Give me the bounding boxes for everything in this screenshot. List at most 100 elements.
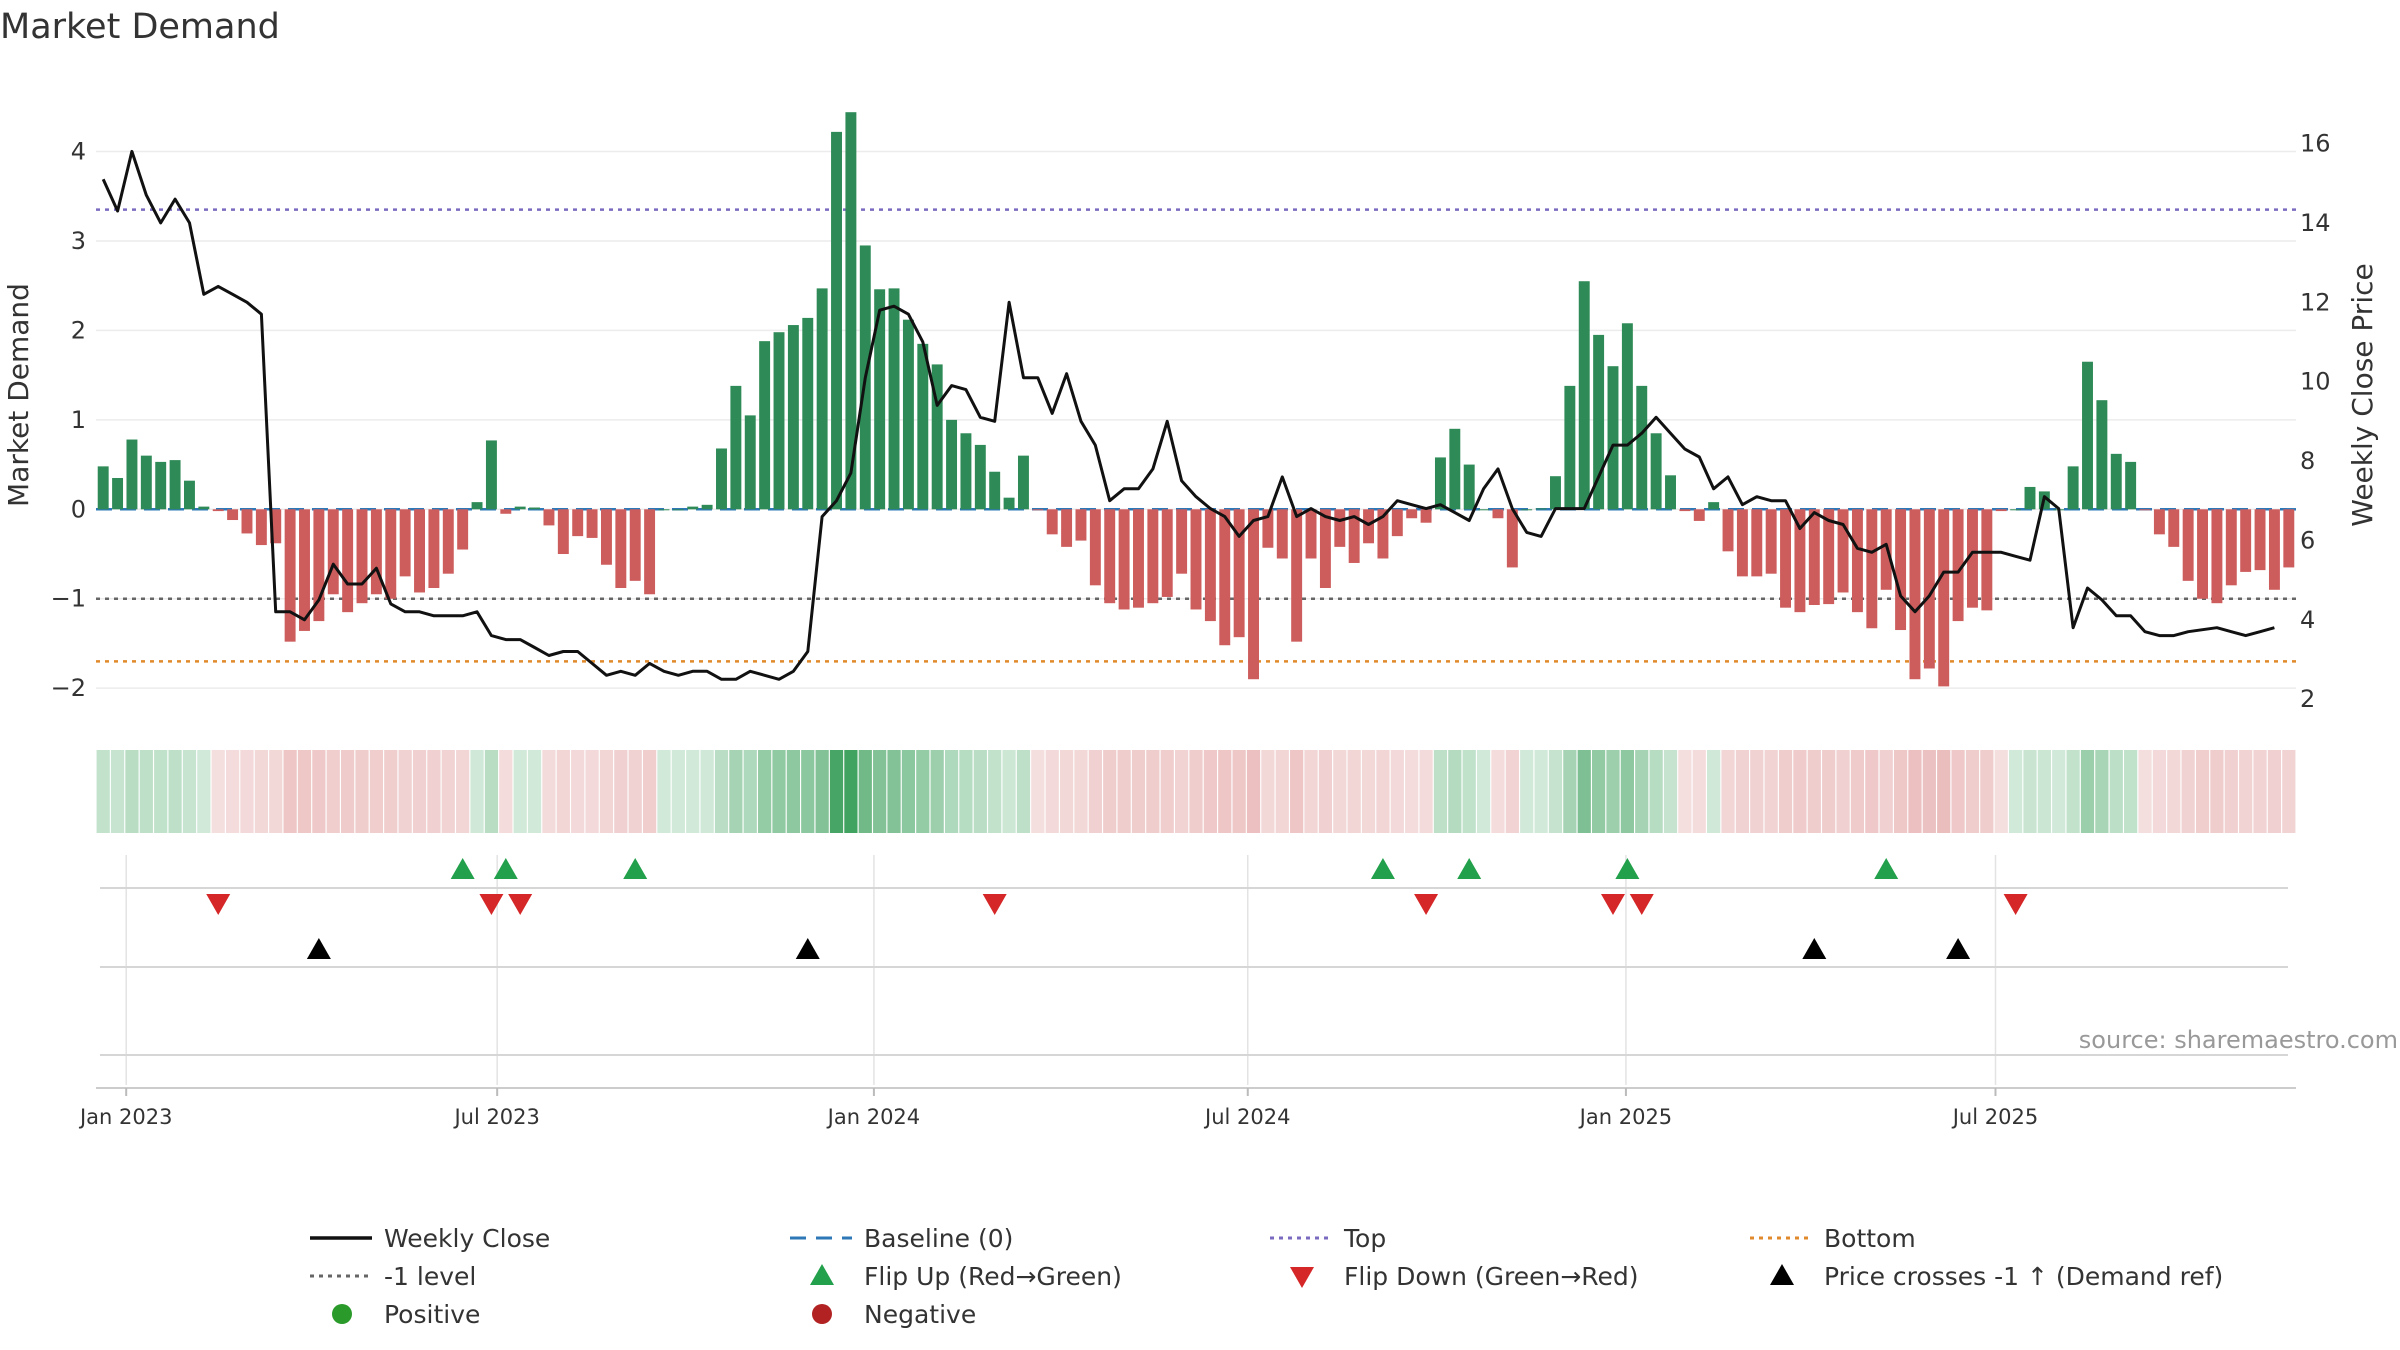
strip-cell: [1692, 750, 1706, 833]
demand-bar: [1463, 464, 1475, 510]
demand-bar: [2268, 509, 2280, 590]
strip-cell: [2109, 750, 2123, 833]
strip-cell: [2282, 750, 2296, 833]
demand-bar: [2283, 509, 2295, 568]
strip-cell: [1059, 750, 1074, 833]
strip-cell: [197, 750, 211, 833]
demand-bar: [155, 461, 167, 510]
signal-markers: [206, 858, 2028, 959]
strip-cell: [786, 750, 800, 833]
demand-bar: [1621, 323, 1633, 510]
strip-cell: [686, 750, 700, 833]
price-cross-marker: [306, 938, 331, 959]
strip-cell: [772, 750, 786, 833]
strip-cell: [125, 750, 139, 833]
price-cross-marker: [1802, 938, 1827, 959]
demand-bar: [1420, 509, 1432, 523]
demand-bar: [1449, 428, 1461, 510]
demand-bar: [716, 448, 727, 510]
demand-bar: [1636, 385, 1648, 510]
strip-cell: [154, 750, 168, 833]
demand-bar: [140, 455, 152, 510]
x-tick-label: Jan 2023: [78, 1105, 173, 1129]
strip-cell: [2052, 750, 2066, 833]
strip-cell: [1232, 750, 1246, 833]
demand-bar: [342, 509, 354, 613]
demand-bar: [1650, 433, 1662, 510]
strip-cell: [1822, 750, 1836, 833]
strip-cell: [2023, 750, 2037, 833]
legend-label: Top: [1343, 1224, 1386, 1253]
demand-bar: [1808, 509, 1820, 605]
y2-tick-label: 14: [2300, 209, 2331, 237]
strip-cell: [1131, 750, 1146, 833]
demand-bar: [1319, 509, 1331, 588]
demand-bar: [946, 419, 958, 510]
demand-bar: [658, 509, 670, 511]
demand-bar: [399, 509, 411, 577]
demand-bar: [888, 288, 900, 510]
strip-cell: [829, 750, 844, 833]
demand-bar: [2067, 466, 2079, 510]
strip-cell: [1520, 750, 1534, 833]
strip-cell: [671, 750, 685, 833]
demand-bar: [1204, 509, 1216, 622]
y-tick-label: 0: [71, 495, 86, 523]
demand-bar: [1521, 509, 1533, 511]
strip-cell: [254, 750, 268, 833]
strip-cell: [542, 750, 556, 833]
demand-bar: [1923, 509, 1935, 669]
demand-bar: [126, 439, 138, 510]
x-tick-label: Jan 2025: [1578, 1105, 1673, 1129]
strip-cell: [1635, 750, 1649, 833]
weekly-close-line: [101, 149, 2275, 681]
demand-bar: [1118, 509, 1130, 610]
demand-bar: [1391, 509, 1403, 537]
demand-bar: [615, 509, 627, 588]
strip-cell: [815, 750, 829, 833]
strip-cell: [1577, 750, 1591, 833]
demand-bar: [644, 509, 656, 595]
demand-bar: [1248, 509, 1259, 680]
strip-cell: [1735, 750, 1750, 833]
demand-bar: [931, 364, 943, 510]
demand-bar: [2254, 509, 2266, 571]
x-tick-label: Jul 2025: [1951, 1105, 2038, 1129]
strip-cell: [341, 750, 355, 833]
strip-cell: [139, 750, 153, 833]
chart-title: Market Demand: [0, 7, 280, 47]
demand-bar: [1348, 509, 1360, 563]
strip-cell: [297, 750, 312, 833]
y-tick-label: −2: [51, 674, 86, 702]
demand-bar: [1176, 509, 1188, 574]
strip-cell: [1246, 750, 1261, 833]
strip-cell: [901, 750, 916, 833]
demand-bar: [514, 506, 526, 510]
demand-bar: [1607, 366, 1619, 510]
strip-cell: [1678, 750, 1692, 833]
demand-bar: [1895, 509, 1907, 631]
demand-bar: [1693, 509, 1705, 521]
demand-bar: [759, 341, 771, 510]
demand-bar: [1161, 509, 1173, 597]
demand-bar: [1190, 509, 1202, 610]
demand-bar: [1233, 509, 1245, 638]
demand-bar: [744, 415, 756, 510]
strip-cell: [2095, 750, 2109, 833]
flip-up-marker: [1457, 858, 1482, 879]
demand-bar: [572, 509, 584, 537]
y2-tick-label: 6: [2300, 526, 2315, 554]
y-tick-label: 3: [71, 227, 86, 255]
demand-bar: [1665, 475, 1676, 510]
strip-cell: [959, 750, 973, 833]
demand-bar: [198, 506, 210, 510]
strip-cell: [470, 750, 484, 833]
strip-cell: [887, 750, 901, 833]
strip-cell: [1318, 750, 1333, 833]
strip-cell: [1189, 750, 1203, 833]
flip-up-marker: [1370, 858, 1395, 879]
demand-bars: [97, 112, 2295, 687]
strip-cell: [1836, 750, 1850, 833]
demand-bar: [1679, 509, 1691, 512]
price-line-layer: [101, 149, 2275, 681]
